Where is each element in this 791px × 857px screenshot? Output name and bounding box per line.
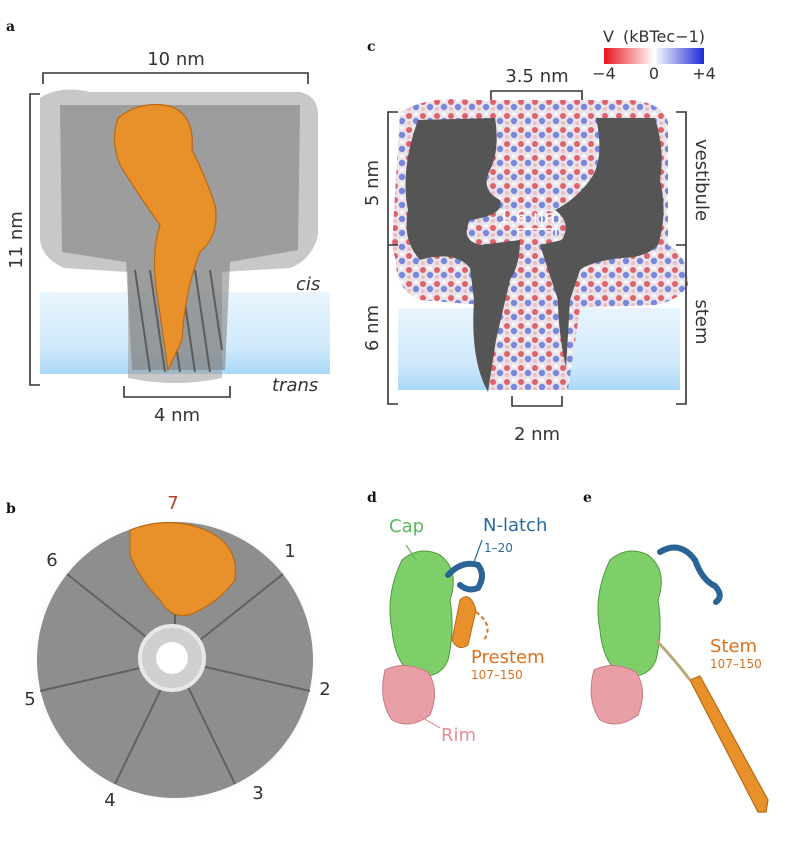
- subunit-label-5: 5: [24, 689, 35, 710]
- left-height-bracket-c: [387, 111, 398, 405]
- nlatch-e: [657, 544, 723, 605]
- prestem-label: Prestem: [471, 647, 545, 668]
- cis-label: cis: [296, 274, 320, 295]
- stem-label: stem: [691, 299, 712, 344]
- top-label-c: 3.5 nm: [505, 66, 568, 87]
- cap-domain-e: [597, 550, 662, 677]
- panel-letter-d: d: [367, 490, 377, 506]
- bottom-bracket-a: [123, 386, 231, 398]
- width-bracket-a: [42, 72, 309, 84]
- vestibule-label: vestibule: [691, 139, 712, 221]
- bottom-label-a: 4 nm: [154, 405, 200, 426]
- constriction-label: 1.6 nm: [498, 207, 561, 228]
- subunit-label-6: 6: [46, 550, 57, 571]
- panel-letter-a: a: [6, 19, 15, 35]
- nlatch-range: 1–20: [484, 541, 513, 555]
- subunit-label-7: 7: [167, 493, 178, 514]
- stem-label-e: Stem: [710, 636, 757, 657]
- prestem-range: 107–150: [471, 668, 523, 682]
- panel-letter-b: b: [6, 501, 16, 517]
- bottom-label-c: 2 nm: [514, 424, 560, 445]
- width-label-a: 10 nm: [147, 49, 205, 70]
- lower-height-label: 6 nm: [362, 305, 383, 351]
- colorbar-min: −4: [592, 64, 616, 83]
- cap-label: Cap: [389, 516, 424, 537]
- panel-d: d Cap N-latch 1–20 Prestem 107–150 Rim: [367, 490, 547, 746]
- highlighted-subunit-a: [113, 103, 217, 373]
- upper-height-label: 5 nm: [362, 160, 383, 206]
- stem-hairpin-e: [689, 675, 769, 813]
- trans-label: trans: [272, 375, 318, 396]
- panel-letter-c: c: [367, 39, 376, 55]
- potential-colorbar: V (kBTec−1) −4 0 +4: [592, 27, 716, 83]
- rim-domain-e: [590, 665, 643, 725]
- nlatch-d: [445, 560, 485, 593]
- cap-domain-d: [389, 550, 454, 677]
- colorbar-max: +4: [692, 64, 716, 83]
- top-bracket-c: [490, 90, 583, 100]
- stem-range-e: 107–150: [710, 657, 762, 671]
- constriction-bracket: [517, 228, 557, 236]
- panel-letter-e: e: [583, 490, 592, 506]
- prestem-d: [451, 596, 477, 649]
- colorbar-mid: 0: [649, 64, 659, 83]
- subunit-label-3: 3: [252, 783, 263, 804]
- cross-section-left: [405, 118, 520, 392]
- rim-domain-d: [382, 665, 435, 725]
- subunit-label-2: 2: [319, 679, 330, 700]
- bottom-bracket-c: [511, 396, 563, 407]
- height-bracket-a: [29, 93, 40, 386]
- subunit-label-1: 1: [284, 541, 295, 562]
- height-label-a: 11 nm: [6, 211, 27, 269]
- rim-label: Rim: [441, 725, 476, 746]
- panel-b: b 1 2 3 4 5 6 7: [6, 493, 331, 811]
- colorbar-gradient: [604, 48, 704, 64]
- colorbar-title: V (kBTec−1): [603, 27, 705, 46]
- panel-e: e Stem 107–150: [583, 490, 769, 813]
- highlighted-subunit-b: [129, 521, 237, 617]
- panel-a: a 10 nm 11 nm 4 nm cis trans: [6, 19, 330, 426]
- right-height-bracket-c: [676, 111, 687, 405]
- subunit-label-4: 4: [104, 790, 115, 811]
- cross-section-right: [540, 118, 664, 368]
- panel-c: c 3.5 nm 1.6 nm 2 nm 5 nm 6 nm vestibule…: [362, 27, 716, 445]
- nlatch-label: N-latch: [483, 515, 547, 536]
